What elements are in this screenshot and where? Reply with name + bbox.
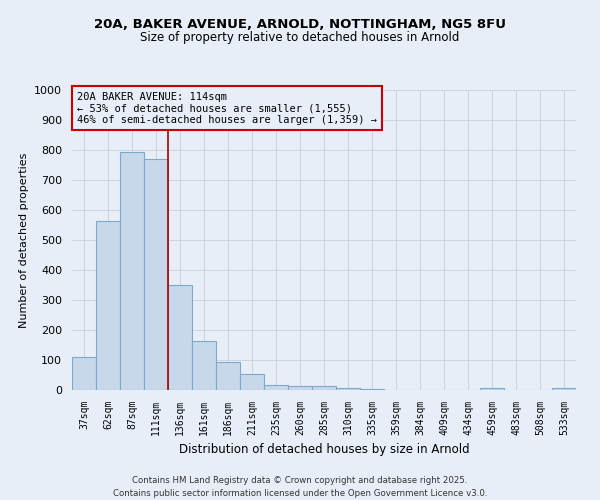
- Bar: [552, 388, 576, 390]
- Text: Size of property relative to detached houses in Arnold: Size of property relative to detached ho…: [140, 31, 460, 44]
- Bar: [72, 357, 96, 390]
- Bar: [264, 384, 288, 390]
- Bar: [336, 388, 360, 390]
- Bar: [168, 285, 192, 390]
- Bar: [360, 388, 384, 390]
- Bar: [120, 152, 144, 390]
- Bar: [96, 220, 120, 390]
- Bar: [288, 386, 312, 390]
- Bar: [240, 374, 264, 390]
- Y-axis label: Number of detached properties: Number of detached properties: [19, 152, 29, 328]
- Bar: [216, 362, 240, 390]
- X-axis label: Distribution of detached houses by size in Arnold: Distribution of detached houses by size …: [179, 444, 469, 456]
- Text: 20A BAKER AVENUE: 114sqm
← 53% of detached houses are smaller (1,555)
46% of sem: 20A BAKER AVENUE: 114sqm ← 53% of detach…: [77, 92, 377, 124]
- Text: 20A, BAKER AVENUE, ARNOLD, NOTTINGHAM, NG5 8FU: 20A, BAKER AVENUE, ARNOLD, NOTTINGHAM, N…: [94, 18, 506, 30]
- Text: Contains HM Land Registry data © Crown copyright and database right 2025.
Contai: Contains HM Land Registry data © Crown c…: [113, 476, 487, 498]
- Bar: [144, 159, 168, 390]
- Bar: [192, 340, 216, 390]
- Bar: [480, 388, 504, 390]
- Bar: [312, 386, 336, 390]
